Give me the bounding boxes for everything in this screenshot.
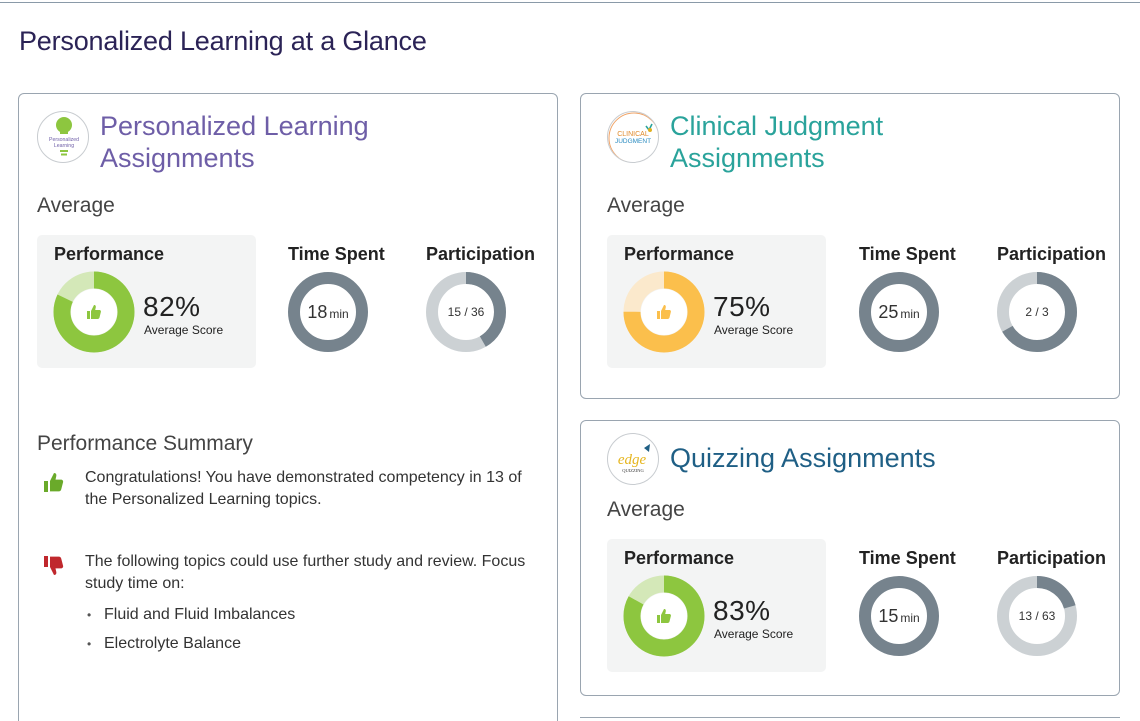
study-topics-list: Fluid and Fluid Imbalances Electrolyte B… xyxy=(85,604,295,662)
time-spent-value: 25 xyxy=(878,302,898,322)
performance-donut xyxy=(623,271,705,353)
performance-score: 82% xyxy=(143,291,201,322)
performance-arc xyxy=(53,271,135,353)
performance-panel: Performance 75% Average Score xyxy=(607,235,826,368)
participation-donut: 2 / 3 xyxy=(997,272,1077,352)
time-spent-label: Time Spent xyxy=(859,244,956,264)
participation-donut: 13 / 63 xyxy=(997,576,1077,656)
performance-donut xyxy=(53,271,135,353)
svg-text:QUIZZING: QUIZZING xyxy=(622,468,644,473)
personalized-learning-logo: Personalized Learning xyxy=(37,111,89,163)
clinical-judgment-card: CLINICAL JUDGMENT Clinical Judgment Assi… xyxy=(580,93,1120,399)
participation-arc xyxy=(997,576,1077,656)
page-title: Personalized Learning at a Glance xyxy=(19,26,427,56)
participation-value: 15 / 36 xyxy=(448,305,485,319)
time-spent-value: 15 xyxy=(878,606,898,626)
participation-value: 2 / 3 xyxy=(1025,305,1049,319)
performance-panel: Performance 82% Average Score xyxy=(37,235,256,368)
performance-label: Performance xyxy=(624,548,735,568)
svg-text:edge: edge xyxy=(618,452,647,468)
quizzing-card: edge QUIZZING Quizzing Assignments Avera… xyxy=(580,420,1120,696)
time-spent-value: 18 xyxy=(307,302,327,322)
time-unit: min xyxy=(900,611,919,625)
participation-value: 13 / 63 xyxy=(1019,609,1056,623)
average-label: Average xyxy=(37,194,115,217)
average-score-label: Average Score xyxy=(714,323,794,337)
average-label: Average xyxy=(607,498,685,521)
quizzing-logo: edge QUIZZING xyxy=(607,433,659,485)
thumbs-up-icon xyxy=(44,473,64,492)
svg-text:Personalized: Personalized xyxy=(49,137,79,143)
participation-arc xyxy=(997,272,1077,352)
performance-panel: Performance 83% Average Score xyxy=(607,539,826,672)
participation-arc xyxy=(426,272,506,352)
thumbs-up-icon xyxy=(657,609,671,623)
average-score-label: Average Score xyxy=(714,627,794,641)
thumbs-up-icon xyxy=(87,305,101,319)
card-title: Personalized Learning Assignments xyxy=(100,111,369,173)
top-divider xyxy=(0,2,1140,3)
clinical-judgment-logo: CLINICAL JUDGMENT xyxy=(607,111,659,163)
performance-score: 83% xyxy=(713,595,771,626)
time-spent-donut: 25 min xyxy=(859,272,939,352)
average-score-label: Average Score xyxy=(144,323,224,337)
performance-score: 75% xyxy=(713,291,771,322)
svg-text:CLINICAL: CLINICAL xyxy=(617,131,649,138)
negative-summary-text: The following topics could use further s… xyxy=(85,553,526,592)
svg-text:Learning: Learning xyxy=(54,143,74,149)
time-spent-donut: 15 min xyxy=(859,576,939,656)
personalized-learning-card: Personalized Learning Personalized Learn… xyxy=(18,93,558,721)
performance-label: Performance xyxy=(54,244,165,264)
card-title: Quizzing Assignments xyxy=(670,443,936,473)
thumbs-down-icon xyxy=(44,556,64,575)
participation-donut: 15 / 36 xyxy=(426,272,506,352)
time-unit: min xyxy=(900,307,919,321)
svg-text:JUDGMENT: JUDGMENT xyxy=(615,138,651,145)
performance-donut xyxy=(623,575,705,657)
performance-arc xyxy=(623,271,705,353)
thumbs-up-icon xyxy=(657,305,671,319)
list-item: Electrolyte Balance xyxy=(85,633,295,662)
participation-label: Participation xyxy=(997,244,1107,264)
list-item: Fluid and Fluid Imbalances xyxy=(85,604,295,633)
card-title: Clinical Judgment Assignments xyxy=(670,111,884,173)
performance-summary-title: Performance Summary xyxy=(37,432,253,455)
participation-label: Participation xyxy=(997,548,1107,568)
time-spent-label: Time Spent xyxy=(288,244,385,264)
performance-label: Performance xyxy=(624,244,735,264)
next-card-edge xyxy=(580,717,1120,721)
average-label: Average xyxy=(607,194,685,217)
positive-summary-text: Congratulations! You have demonstrated c… xyxy=(85,469,522,508)
time-spent-donut: 18 min xyxy=(288,272,368,352)
time-unit: min xyxy=(329,307,348,321)
participation-label: Participation xyxy=(426,244,536,264)
time-spent-label: Time Spent xyxy=(859,548,956,568)
performance-arc xyxy=(623,575,705,657)
